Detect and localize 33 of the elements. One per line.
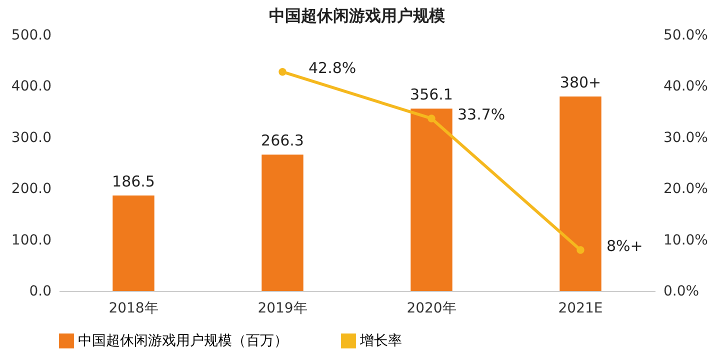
data-label: 8%+: [606, 237, 643, 256]
data-label: 266.3: [261, 132, 304, 150]
y2-tick-label: 30.0%: [664, 130, 708, 146]
data-label: 356.1: [410, 86, 453, 104]
chart-title: 中国超休闲游戏用户规模: [269, 6, 445, 25]
point: [576, 246, 584, 254]
legend-label: 增长率: [359, 332, 402, 349]
y-tick-label: 100.0: [11, 232, 52, 248]
data-label: 186.5: [112, 172, 155, 191]
point: [428, 114, 436, 122]
y-tick-label: 200.0: [11, 181, 52, 198]
y2-tick-label: 40.0%: [664, 78, 708, 95]
legend-label: 中国超休闲游戏用户规模（百万）: [78, 332, 288, 349]
x-tick-label: 2020年: [406, 300, 456, 316]
data-label: 33.7%: [458, 105, 506, 124]
x-tick-label: 2018年: [108, 300, 158, 316]
point: [278, 68, 286, 76]
x-tick-label: 2021E: [558, 300, 603, 316]
y2-tick-label: 50.0%: [664, 28, 708, 44]
bar: [112, 196, 154, 291]
bar: [560, 96, 602, 291]
x-tick-label: 2019年: [258, 300, 308, 316]
y2-tick-label: 10.0%: [664, 232, 708, 248]
bar: [410, 108, 452, 291]
y2-tick-label: 20.0%: [664, 181, 708, 198]
y2-tick-label: 0.0%: [664, 284, 700, 300]
y-tick-label: 300.0: [11, 130, 52, 146]
bar: [262, 154, 304, 291]
data-label: 42.8%: [308, 58, 356, 77]
y-tick-label: 0.0: [29, 284, 52, 300]
y-tick-label: 500.0: [11, 28, 52, 44]
y-tick-label: 400.0: [11, 78, 52, 95]
data-label: 380+: [560, 73, 602, 92]
